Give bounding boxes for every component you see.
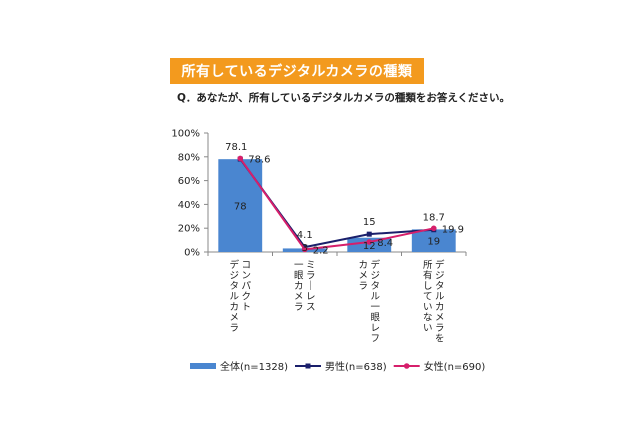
legend-marker-male [305,363,311,369]
x-category-label: し [423,281,433,292]
x-category-label: ク [241,292,251,303]
x-category-label: ラ [435,323,445,334]
x-category-label: ル [229,292,239,303]
x-category-label: フ [370,334,380,345]
x-category-label: ラ [306,271,316,282]
x-category-label: タ [229,281,239,292]
data-label-female: 8.4 [377,238,393,249]
x-category-label: 眼 [294,271,304,282]
x-category-label: 一 [370,302,380,313]
data-label-male: 18.7 [423,213,445,224]
x-category-label: カ [435,302,445,313]
x-category-label: ラ [229,323,239,334]
y-tick-label: 20% [178,224,200,235]
x-category-label: カ [229,302,239,313]
x-category-label: コ [241,260,251,271]
x-category-label: カ [294,281,304,292]
x-category-label: 所 [423,260,433,271]
x-category-label: カ [358,260,368,271]
x-category-label: 有 [423,270,433,282]
chart-title-banner: 所有しているデジタルカメラの種類 [170,58,424,84]
data-label-male: 78.1 [225,142,247,153]
x-category-label: タ [435,281,445,292]
y-tick-label: 60% [178,176,200,187]
question-text: Q．あなたが、所有しているデジタルカメラの種類をお答えください。 [177,92,511,104]
data-label-zentai: 19 [427,237,440,248]
x-category-label: い [423,302,433,313]
point-female [301,246,308,253]
legend-label: 全体(n=1328) [220,360,288,373]
bar-zentai [347,237,392,252]
data-label-zentai: 3 [302,243,308,254]
data-label-male: 4.1 [297,230,313,241]
point-female [430,225,437,232]
x-category-label: い [423,323,433,334]
x-category-label: ミ [306,260,316,271]
x-category-label: ｜ [306,280,316,292]
x-category-label: デ [370,259,380,271]
data-label-female: 78.6 [248,154,270,165]
x-category-label: メ [358,271,368,282]
x-category-label: ジ [229,271,239,282]
x-category-label: ラ [294,302,304,313]
x-category-label: ジ [370,271,380,282]
y-tick-label: 40% [178,200,200,211]
x-category-label: ラ [358,281,368,292]
x-category-label: タ [370,281,380,292]
x-category-label: ル [370,292,380,303]
x-category-label: 一 [294,260,304,271]
point-male [366,231,372,237]
bar-zentai [411,229,456,252]
x-category-label: デ [229,259,239,271]
data-label-male: 15 [363,217,376,228]
data-label-female: 2.2 [313,245,329,256]
x-category-label: て [423,292,433,303]
x-category-label: ス [306,302,316,313]
x-category-label: ジ [435,271,445,282]
x-category-label: 眼 [370,313,380,324]
x-category-label: レ [306,292,316,303]
legend-label: 女性(n=690) [424,360,486,373]
bar-zentai [218,159,263,252]
y-tick-label: 100% [171,129,200,140]
line-female [239,157,434,251]
data-label-zentai: 12 [363,241,376,252]
y-tick-label: 80% [178,152,200,163]
x-category-label: な [423,313,433,324]
x-category-label: メ [229,313,239,324]
x-category-label: パ [241,281,251,292]
legend-swatch-zentai [190,363,216,369]
x-category-label: ル [435,292,445,303]
x-category-label: メ [294,292,304,303]
y-tick-label: 0% [184,248,200,259]
x-category-label: ン [241,271,251,282]
x-category-label: ト [241,302,251,313]
legend-marker-female [403,363,410,369]
data-label-zentai: 78 [234,202,247,213]
point-female [237,155,244,162]
point-female [366,239,373,245]
legend-label: 男性(n=638) [325,360,387,373]
x-category-label: レ [370,323,380,334]
x-category-label: メ [435,313,445,324]
x-category-label: デ [435,259,445,271]
x-category-label: を [435,334,445,345]
data-label-female: 19.9 [442,224,464,235]
